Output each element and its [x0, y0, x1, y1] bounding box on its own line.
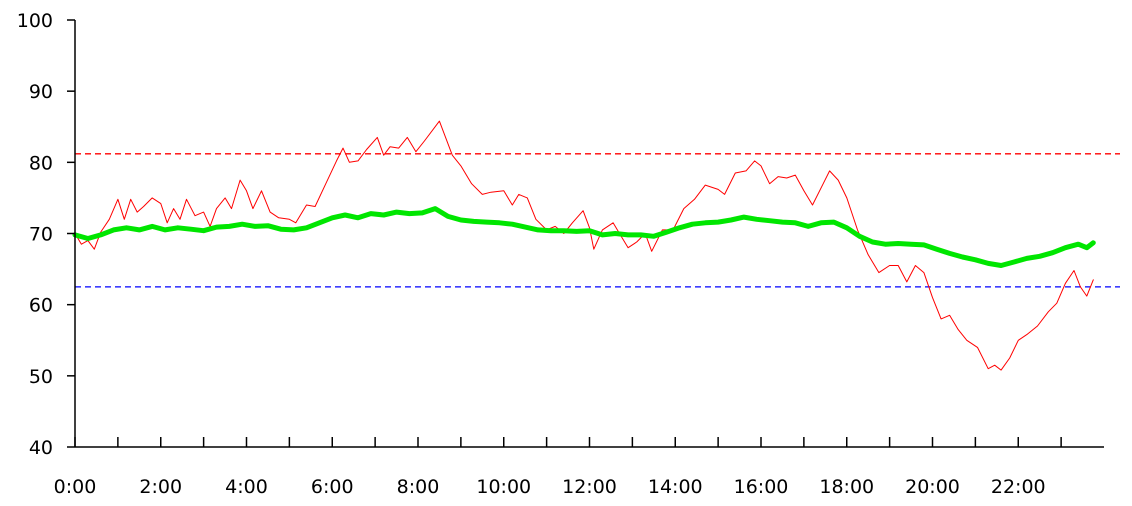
y-tick-label: 60: [29, 295, 53, 317]
axes: [74, 20, 1104, 448]
x-tick-label: 4:00: [225, 476, 268, 498]
y-tick-label: 90: [29, 81, 53, 103]
reference-lines: [75, 153, 1120, 288]
y-tick-label: 50: [29, 366, 53, 388]
y-tick-label: 40: [29, 437, 53, 459]
y-tick-label: 70: [29, 224, 53, 246]
x-tick-label: 12:00: [562, 476, 617, 498]
x-ticks: 0:00 2:00 4:00 6:00 8:00 10:00 12:00 14:00 16:00…: [54, 437, 1062, 498]
x-tick-label: 10:00: [476, 476, 531, 498]
x-tick-label: 16:00: [734, 476, 789, 498]
y-tick-label: 80: [29, 152, 53, 174]
x-tick-label: 2:00: [139, 476, 182, 498]
series-line-0: [74, 120, 1094, 371]
x-tick-label: 6:00: [311, 476, 354, 498]
x-tick-label: 18:00: [819, 476, 874, 498]
x-tick-label: 20:00: [905, 476, 960, 498]
x-tick-label: 14:00: [648, 476, 703, 498]
x-tick-label: 22:00: [991, 476, 1046, 498]
x-tick-label: 8:00: [397, 476, 440, 498]
x-tick-label: 0:00: [54, 476, 97, 498]
y-ticks: 40 50 60 70 80 90 100: [17, 10, 75, 459]
y-tick-label: 100: [17, 10, 53, 32]
series-line-1: [72, 206, 1096, 268]
series-lines: [72, 120, 1096, 371]
